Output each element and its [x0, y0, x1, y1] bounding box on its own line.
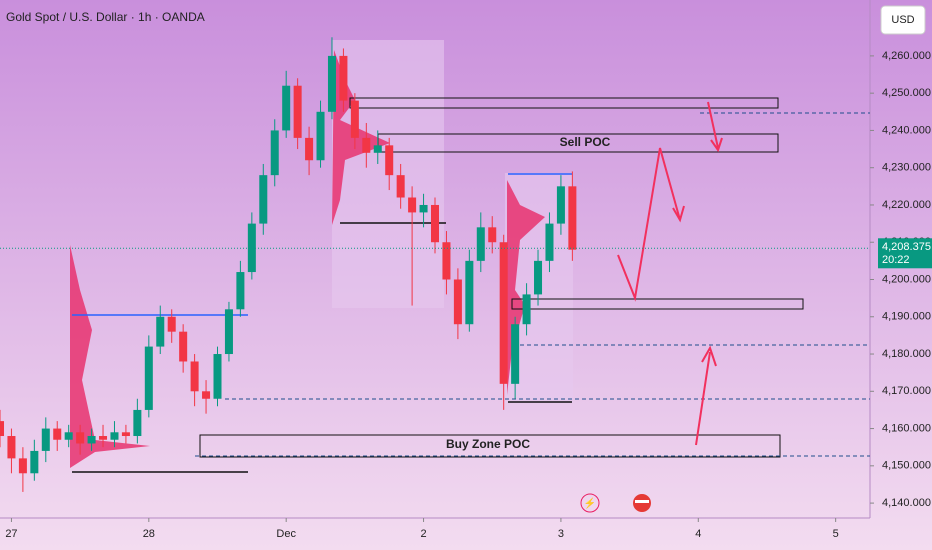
x-tick-label: 2: [420, 528, 426, 540]
annotation: Sell POC: [560, 135, 611, 149]
volume-profile: [507, 180, 545, 395]
y-tick-label: 4,160.000: [882, 422, 931, 434]
candle-body: [76, 432, 85, 444]
currency[interactable]: USD: [891, 14, 914, 26]
candle-body: [556, 186, 565, 224]
candle-body: [99, 436, 108, 440]
y-tick-label: 4,240.000: [882, 124, 931, 136]
candle-body: [64, 432, 73, 440]
candle-body: [568, 186, 577, 250]
zone-box: [511, 298, 804, 310]
y-tick-label: 4,140.000: [882, 497, 931, 509]
x-tick-label: 5: [833, 528, 839, 540]
candle-body: [202, 391, 211, 399]
candle-body: [350, 100, 359, 138]
candle-body: [465, 260, 474, 325]
volume-profile: [70, 245, 150, 468]
candle-body: [0, 421, 5, 437]
candle-body: [270, 130, 279, 176]
candle-body: [430, 204, 440, 243]
candle-body: [305, 137, 314, 161]
y-tick-label: 4,150.000: [882, 460, 931, 472]
candle-body: [167, 316, 176, 332]
candle-body: [339, 55, 348, 101]
candle-body: [499, 242, 508, 384]
chart-title: Gold Spot / U.S. Dollar · 1h · OANDA: [6, 10, 205, 24]
dashed-levels: [195, 112, 870, 457]
x-tick-label: 27: [5, 528, 17, 540]
candle-body: [247, 223, 256, 273]
candle-body: [18, 458, 27, 474]
candle-body: [190, 361, 199, 392]
candle-body: [41, 428, 50, 451]
annotation: Buy Zone POC: [446, 437, 530, 451]
candle-body: [7, 436, 16, 459]
countdown: 20:22: [882, 254, 910, 266]
y-tick-label: 4,190.000: [882, 311, 931, 323]
candle-body: [224, 309, 233, 355]
candle-body: [522, 294, 531, 325]
candle-body: [293, 85, 302, 138]
y-tick-label: 4,230.000: [882, 162, 931, 174]
candle-body: [316, 111, 325, 161]
y-tick-label: 4,220.000: [882, 199, 931, 211]
last-price-box: [878, 238, 932, 269]
projection-arrows: [617, 101, 723, 446]
candle-body: [144, 346, 153, 410]
candle-body: [419, 204, 428, 213]
candle-body: [179, 331, 188, 362]
event-icons: ⚡: [580, 493, 651, 513]
candle-body: [476, 227, 485, 261]
candle-body: [396, 175, 405, 198]
candle-body: [236, 272, 245, 310]
y-tick-label: 4,170.000: [882, 385, 931, 397]
x-tick-label: 3: [558, 528, 564, 540]
x-tick-label: Dec: [276, 528, 296, 540]
candle-body: [87, 436, 96, 444]
candle-body: [259, 175, 268, 224]
candle-body: [121, 432, 130, 437]
candle-body: [511, 324, 520, 384]
zone-box: [199, 434, 781, 458]
candle-body: [110, 432, 119, 440]
x-tick-label: 4: [695, 528, 701, 540]
x-tick-label: 28: [143, 528, 155, 540]
candle-body: [53, 428, 62, 440]
candle-body: [30, 450, 39, 474]
currency-button[interactable]: [880, 5, 926, 35]
candle-body: [534, 260, 543, 295]
candle-body: [213, 354, 222, 399]
candle-body: [442, 242, 451, 280]
candle-body: [133, 409, 142, 437]
candle-body: [362, 137, 371, 153]
candle-body: [327, 55, 336, 112]
y-tick-label: 4,200.000: [882, 273, 931, 285]
y-tick-label: 4,260.000: [882, 50, 931, 62]
last-price-label: 4,208.375: [882, 241, 931, 253]
svg-text:⚡: ⚡: [584, 497, 596, 510]
candle-body: [385, 145, 394, 176]
y-tick-label: 4,180.000: [882, 348, 931, 360]
candle-body: [282, 85, 291, 131]
candle-body: [488, 227, 497, 243]
candle-body: [453, 279, 462, 325]
candle-body: [408, 197, 417, 213]
y-tick-label: 4,250.000: [882, 87, 931, 99]
candle-body: [545, 223, 554, 261]
candle-body: [156, 316, 165, 347]
zone-box: [349, 97, 779, 109]
candle-body: [373, 145, 382, 153]
